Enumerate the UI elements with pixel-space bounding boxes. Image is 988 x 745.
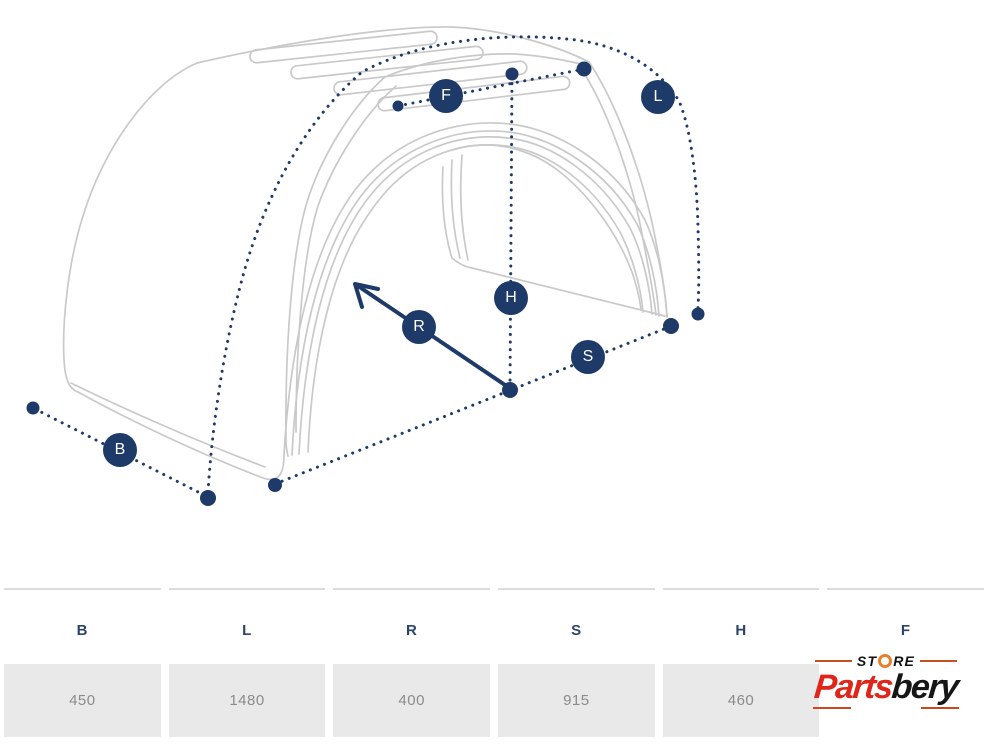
logo-brand-secondary: bery [890, 668, 960, 706]
spec-column-l: L 1480 [168, 588, 326, 737]
spec-header-s: S [571, 622, 582, 639]
fender-bottom-edge-inner [70, 382, 266, 468]
spec-header-h: H [735, 622, 747, 639]
wheel-arch-outer [283, 122, 668, 456]
logo-store-text: ST RE [857, 653, 915, 669]
dimension-badge-s: S [571, 340, 605, 374]
fender-rear-edge-inner [581, 69, 657, 316]
spec-header-l: L [242, 622, 252, 639]
base-dimension-dotted-line [273, 325, 671, 486]
logo-left-line [814, 660, 852, 662]
spec-header-r: R [406, 622, 418, 639]
dimension-anchor-dots [26, 61, 705, 506]
spec-column-r: R 400 [333, 588, 491, 737]
spec-column-h: H 460 [662, 588, 820, 737]
anchor-dot [663, 318, 679, 334]
b-dimension-dotted-line [33, 407, 208, 498]
inner-wheelhouse-wall-2 [450, 159, 461, 259]
vent-slot-2 [290, 45, 484, 80]
logo-brand-primary: Parts [812, 668, 894, 706]
anchor-dot [576, 61, 592, 77]
inner-wheelhouse-wall-1 [441, 166, 453, 259]
inner-wheelhouse-bottom [451, 257, 473, 269]
logo-bottom-right-line [921, 707, 959, 709]
vent-slot-3 [333, 60, 528, 96]
logo-o-ring-icon [878, 654, 893, 668]
logo-store-left: ST [856, 653, 878, 669]
anchor-dot [26, 401, 40, 415]
spec-value-h: 460 [662, 664, 820, 737]
spec-column-b: B 450 [4, 588, 161, 737]
wheel-arch-flange-2 [298, 136, 653, 455]
spec-header-b: B [76, 622, 88, 639]
wheel-arch-flange-1 [291, 130, 660, 456]
fender-left-silhouette [62, 62, 198, 393]
partsbery-store-logo: ST RE Partsbery [787, 653, 985, 709]
fender-front-crease-a [285, 76, 386, 457]
vent-slot-1 [249, 30, 438, 64]
spec-value-s: 915 [498, 664, 655, 737]
anchor-dot [502, 382, 518, 398]
anchor-dot [392, 100, 404, 112]
dimension-badge-h: H [494, 281, 528, 315]
dimension-badge-r: R [402, 310, 436, 344]
r-arrow-head [353, 282, 380, 309]
logo-bottom-row [787, 707, 985, 709]
spec-value-b: 450 [4, 664, 161, 737]
anchor-dot [200, 490, 216, 506]
mudguard-dimension-diagram: F L H R S B [26, 26, 705, 506]
inner-wheelhouse-wall-3 [459, 154, 469, 261]
spec-value-r: 400 [333, 664, 491, 737]
fender-bottom-edge-outer [77, 391, 285, 481]
inner-wheelhouse-arc [451, 144, 642, 311]
spec-column-s: S 915 [498, 588, 655, 737]
vent-slot-4 [377, 75, 571, 112]
anchor-dot [505, 67, 519, 81]
logo-bottom-left-line [813, 707, 851, 709]
h-dimension-dotted-line [508, 74, 514, 390]
logo-brand-text: Partsbery [786, 668, 987, 706]
dimension-spec-table: B 450 L 1480 R 400 S 915 H 460 F [0, 588, 988, 737]
spec-column-f: F [827, 588, 985, 737]
f-dimension-dotted-line [396, 67, 586, 108]
anchor-dot [691, 307, 705, 321]
spec-header-f: F [900, 622, 911, 639]
fender-front-crease-b [295, 85, 397, 433]
dimension-badge-b: B [103, 433, 137, 467]
l-dimension-dotted-path [206, 35, 701, 494]
dimension-badge-l: L [641, 80, 675, 114]
logo-right-line [920, 660, 958, 662]
fender-rear-floor-edge [471, 267, 666, 317]
logo-store-right: RE [893, 653, 916, 669]
logo-store-row: ST RE [787, 653, 985, 669]
spec-value-l: 1480 [168, 664, 326, 737]
anchor-dot [268, 478, 282, 492]
dimension-badge-f: F [429, 79, 463, 113]
fender-outline-drawing [26, 26, 705, 506]
